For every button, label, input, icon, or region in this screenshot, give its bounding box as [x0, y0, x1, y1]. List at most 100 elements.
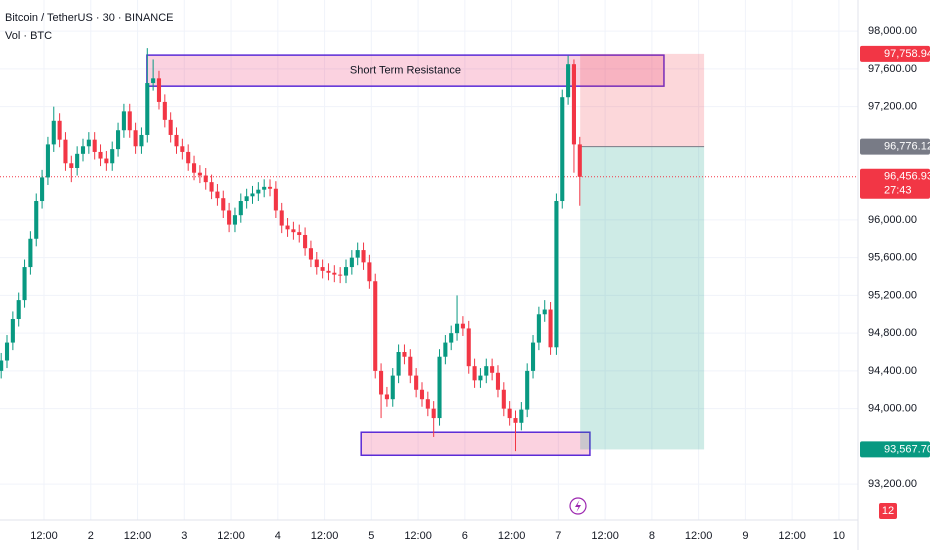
candle-body	[133, 130, 138, 147]
candle-body	[197, 172, 202, 176]
candle-body	[513, 418, 518, 423]
candle-body	[127, 111, 132, 131]
x-tick-label: 6	[462, 530, 468, 542]
x-tick-label: 12:00	[685, 530, 713, 542]
candle-body	[379, 370, 384, 395]
candle-body	[110, 149, 115, 164]
candle-body	[250, 193, 255, 197]
candle-body	[431, 408, 436, 419]
candle-body	[414, 375, 419, 390]
candle-body	[367, 262, 372, 282]
stop-zone	[580, 146, 705, 450]
candle-body	[34, 201, 39, 239]
price-badge-label: 96,456.93	[884, 171, 932, 183]
candle-body	[227, 210, 232, 225]
candle-body	[548, 309, 553, 348]
price-badge	[860, 168, 930, 199]
alerts-badge-bg	[879, 503, 897, 519]
candle-body	[308, 248, 313, 260]
candle-body	[244, 196, 249, 202]
y-tick-label: 94,400.00	[868, 365, 917, 377]
candle-body	[22, 267, 27, 301]
candle-body	[466, 328, 471, 367]
candle-body	[215, 191, 220, 199]
candle-body	[86, 139, 91, 147]
candle-body	[267, 186, 273, 189]
price-badge-label: 96,776.12	[884, 141, 932, 153]
candle-body	[314, 259, 319, 268]
candle-body	[408, 356, 413, 376]
candle-body	[203, 175, 208, 183]
x-tick-label: 12:00	[591, 530, 619, 542]
candle-body	[145, 83, 150, 135]
candle-body	[332, 272, 337, 275]
candle-body	[69, 163, 74, 168]
candle-body	[355, 250, 360, 258]
candle-body	[262, 186, 267, 190]
candle-body	[455, 323, 460, 334]
candle-body	[186, 151, 191, 164]
chart-title: Bitcoin / TetherUS · 30 · BINANCE	[5, 12, 174, 24]
candle-body	[238, 201, 243, 216]
y-tick-label: 95,200.00	[868, 289, 917, 301]
candle-body	[40, 177, 45, 202]
x-tick-label: 12:00	[498, 530, 526, 542]
candle-body	[63, 139, 68, 164]
candle-body	[75, 153, 80, 168]
price-badge-label: 93,567.70	[884, 443, 932, 455]
y-tick-label: 94,800.00	[868, 327, 917, 339]
candle-body	[116, 130, 121, 150]
x-tick-label: 10	[833, 530, 845, 542]
y-tick-label: 93,200.00	[868, 478, 917, 490]
candle-body	[151, 78, 156, 84]
y-tick-label: 97,200.00	[868, 101, 917, 113]
candle-body	[139, 134, 144, 147]
candle-body	[577, 144, 582, 177]
candle-body	[390, 375, 395, 400]
candle-body	[4, 342, 10, 361]
candle-body	[536, 314, 541, 343]
candle-body	[221, 198, 226, 211]
candle-body	[566, 64, 571, 98]
candle-body	[98, 151, 103, 159]
candle-body	[478, 375, 483, 381]
candle-body	[343, 267, 349, 276]
x-tick-label: 12:00	[778, 530, 806, 542]
candle-body	[256, 189, 261, 194]
candle-body	[326, 270, 331, 273]
candle-body	[507, 408, 512, 419]
candle-body	[519, 409, 524, 423]
candle-body	[291, 229, 296, 233]
x-tick-label: 12:00	[404, 530, 432, 542]
x-tick-label: 12:00	[30, 530, 58, 542]
candle-body	[180, 146, 185, 152]
candle-body	[104, 158, 109, 164]
candle-body	[174, 134, 179, 147]
lightning-icon	[569, 497, 587, 515]
candle-body	[437, 356, 442, 419]
candle-body	[396, 352, 401, 376]
alerts-badge: 12	[882, 505, 894, 517]
price-badge	[860, 138, 930, 155]
candle-body	[285, 225, 290, 230]
y-tick-label: 94,000.00	[868, 403, 917, 415]
x-tick-label: 3	[181, 530, 187, 542]
candle-body	[80, 146, 86, 154]
y-tick-label: 97,600.00	[868, 63, 917, 75]
plot-area: Short Term Resistance	[0, 48, 858, 457]
x-tick-label: 8	[649, 530, 655, 542]
candle-body	[10, 318, 15, 343]
candle-body	[279, 210, 284, 226]
countdown-label: 27:43	[884, 185, 912, 197]
candle-body	[490, 366, 495, 373]
volume-label: Vol · BTC	[5, 30, 52, 42]
candle-body	[542, 309, 547, 315]
candle-body	[303, 234, 308, 249]
candle-body	[495, 372, 501, 390]
candle-body	[530, 342, 536, 371]
target-zone	[580, 53, 705, 147]
candle-body	[92, 139, 97, 152]
candle-body	[338, 274, 343, 276]
candle-body	[472, 366, 477, 381]
candle-body	[209, 182, 214, 192]
